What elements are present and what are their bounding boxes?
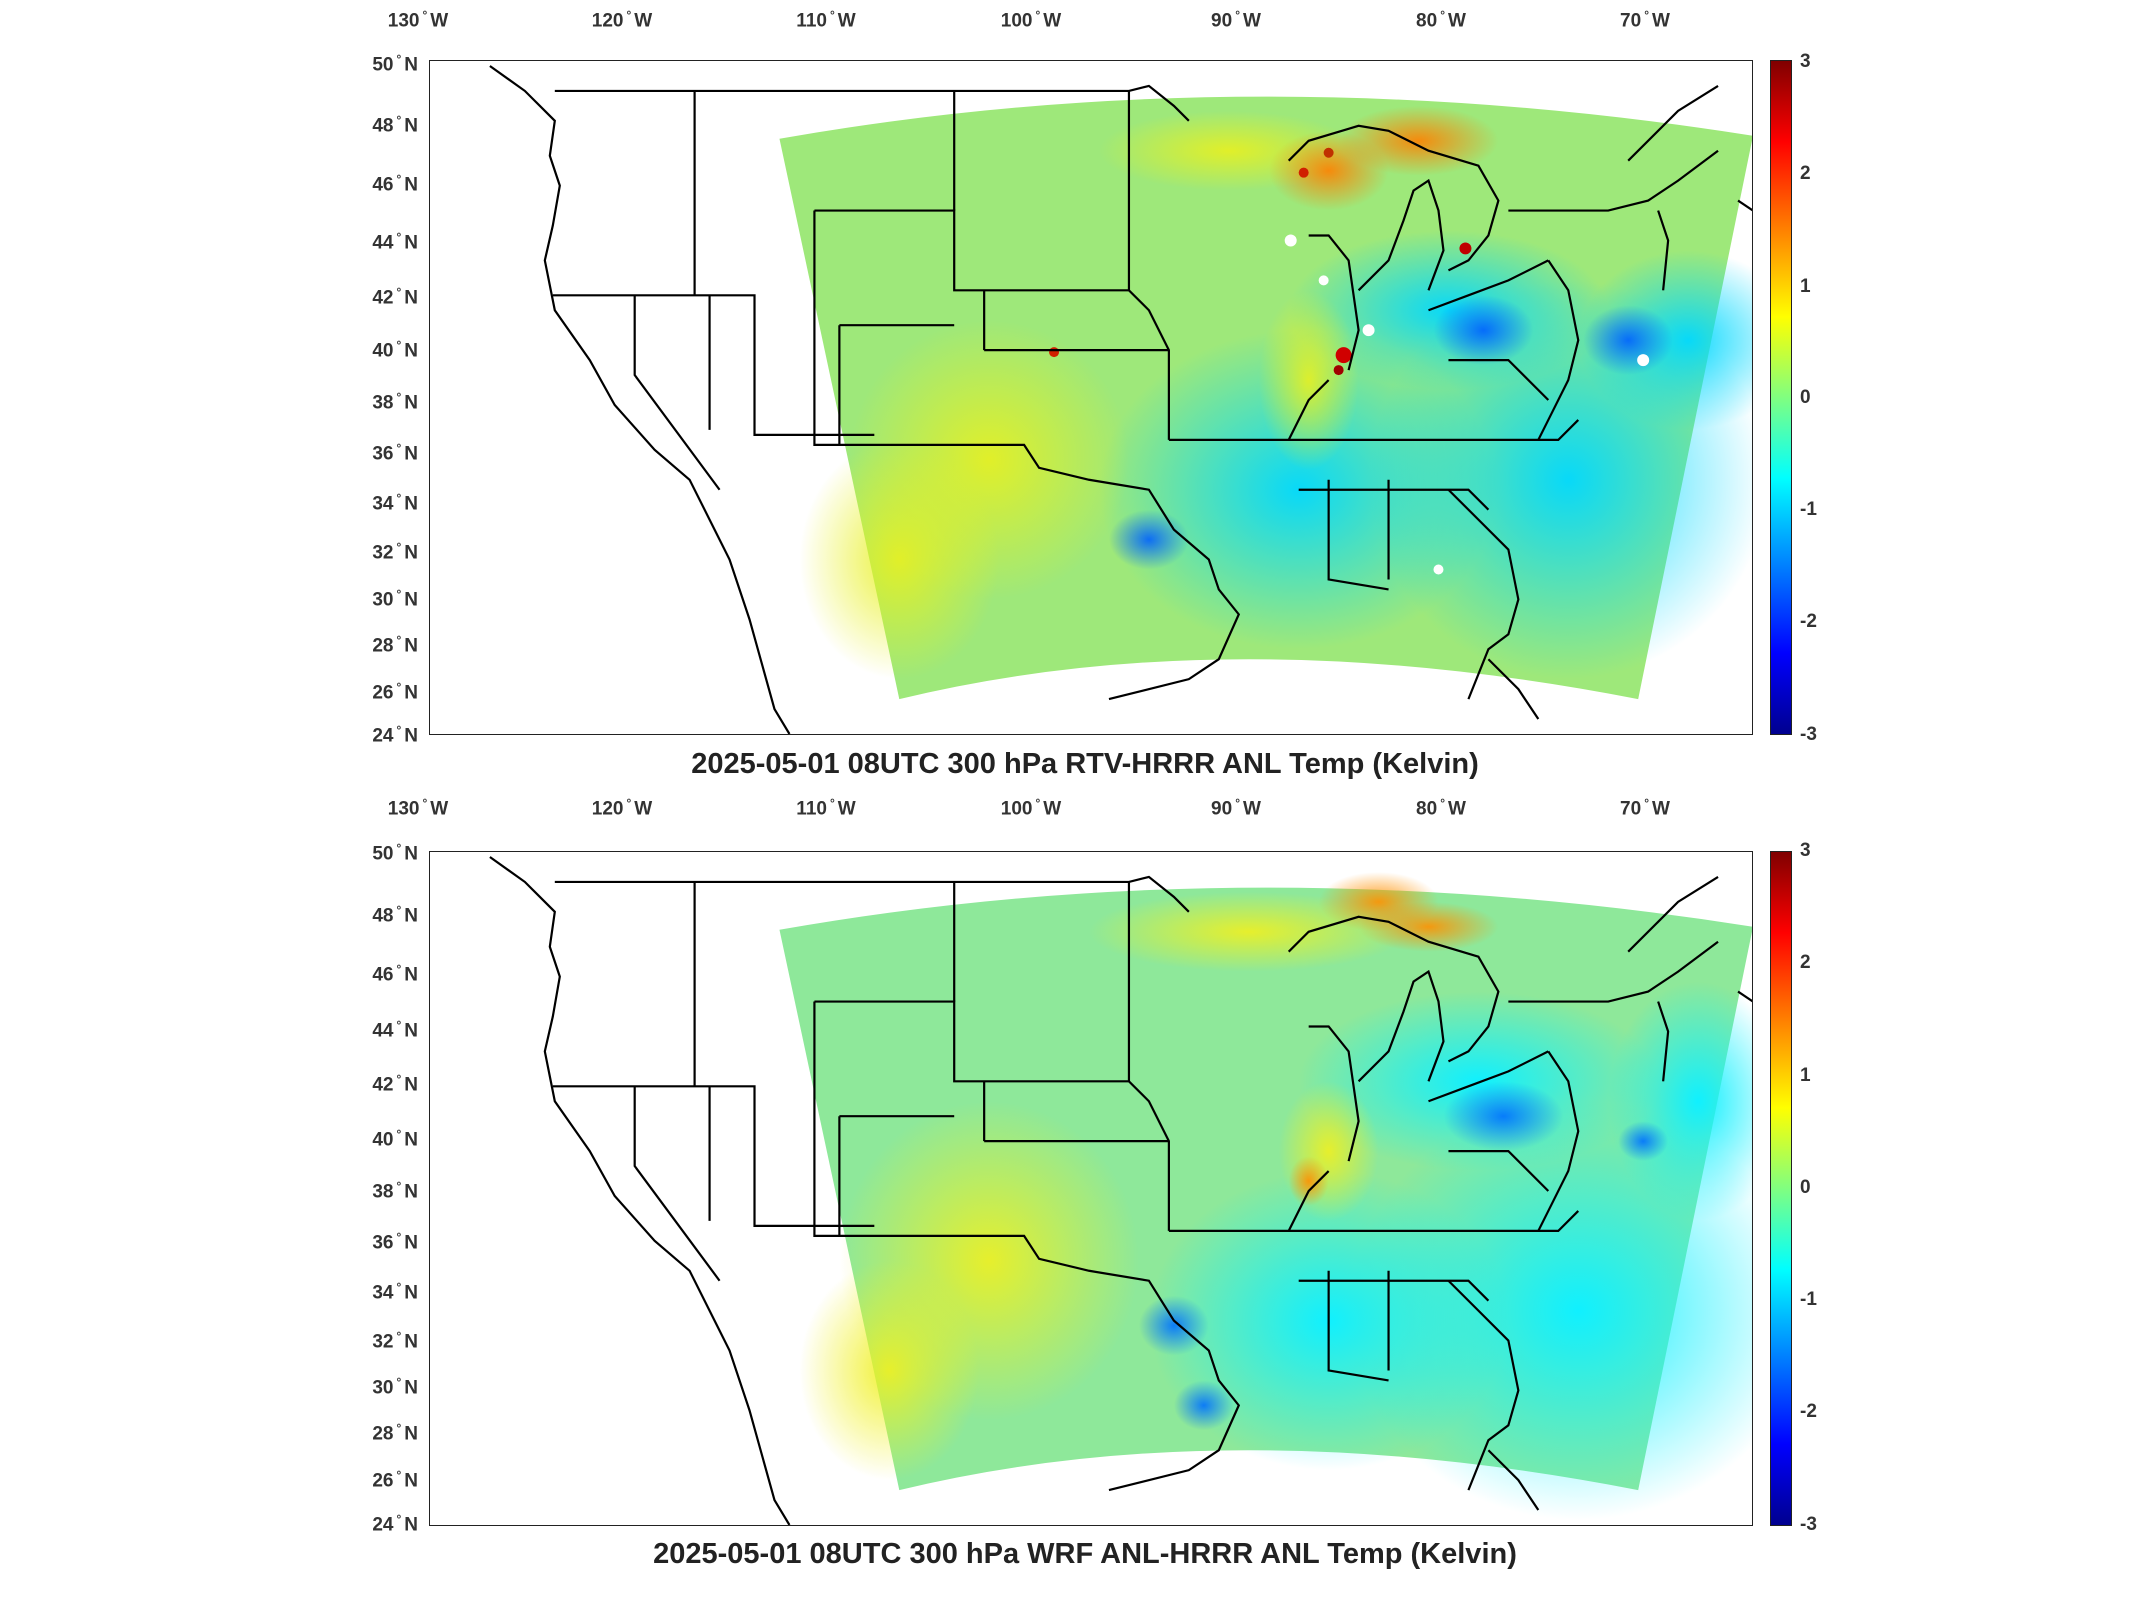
colorbar-tick-0: 0	[1800, 1177, 1811, 1198]
panel-wrf-hrrr: 130 ° W 120 ° W 110 ° W 100 ° W 90 ° W 80 ° W 70 ° W 5…	[0, 790, 2133, 1600]
lon-label-100w: 100 ° W	[1000, 8, 1062, 32]
lat-label-26n: 26 ° N	[372, 680, 418, 704]
lat-label-36n: 36 ° N	[372, 441, 418, 465]
lat-label-44n: 44 ° N	[372, 230, 418, 254]
lat-label-34n: 34 ° N	[372, 1280, 418, 1304]
lat-label-46n: 46 ° N	[372, 962, 418, 986]
colorbar-tick-2: 2	[1800, 163, 1811, 184]
lat-label-26n: 26 ° N	[372, 1468, 418, 1492]
lon-label-110w: 110 ° W	[796, 8, 856, 32]
colorbar	[1770, 851, 1792, 1526]
lat-label-38n: 38 ° N	[372, 390, 418, 414]
lat-label-32n: 32 ° N	[372, 1329, 418, 1353]
colorbar-tick-minus-3: -3	[1800, 1514, 1817, 1535]
map-area[interactable]	[429, 60, 1753, 735]
lon-label-90w: 90 ° W	[1211, 796, 1261, 820]
colorbar-tick-minus-1: -1	[1800, 499, 1817, 520]
lon-label-70w: 70 ° W	[1620, 8, 1670, 32]
panel-title: 2025-05-01 08UTC 300 hPa RTV-HRRR ANL Te…	[691, 748, 1479, 780]
lat-label-50n: 50 ° N	[372, 52, 418, 76]
boundaries-layer	[489, 65, 1752, 734]
lon-label-110w: 110 ° W	[796, 796, 856, 820]
lat-label-44n: 44 ° N	[372, 1018, 418, 1042]
lon-label-70w: 70 ° W	[1620, 796, 1670, 820]
temperature-difference-map	[489, 65, 1752, 734]
lat-label-50n: 50 ° N	[372, 841, 418, 865]
boundaries-layer	[489, 856, 1752, 1525]
colorbar-tick-minus-1: -1	[1800, 1289, 1817, 1310]
colorbar-tick-2: 2	[1800, 952, 1811, 973]
lat-label-40n: 40 ° N	[372, 338, 418, 362]
lat-label-46n: 46 ° N	[372, 172, 418, 196]
lat-label-48n: 48 ° N	[372, 903, 418, 927]
lat-label-28n: 28 ° N	[372, 633, 418, 657]
lat-label-34n: 34 ° N	[372, 491, 418, 515]
lon-label-80w: 80 ° W	[1416, 796, 1466, 820]
colorbar	[1770, 60, 1792, 735]
colorbar-tick-1: 1	[1800, 1065, 1811, 1086]
lat-label-36n: 36 ° N	[372, 1230, 418, 1254]
lat-label-32n: 32 ° N	[372, 540, 418, 564]
map-area[interactable]	[429, 851, 1753, 1526]
lat-label-38n: 38 ° N	[372, 1179, 418, 1203]
colorbar-tick-0: 0	[1800, 387, 1811, 408]
panel-rtv-hrrr: 130 ° W 120 ° W 110 ° W 100 ° W 90 ° W 80 ° W 70 ° W 5…	[0, 0, 2133, 790]
lat-label-42n: 42 ° N	[372, 1072, 418, 1096]
lat-label-24n: 24 ° N	[372, 1512, 418, 1536]
lon-label-130w: 130 ° W	[387, 796, 449, 820]
colorbar-tick-3: 3	[1800, 51, 1811, 72]
temperature-difference-map	[489, 856, 1752, 1525]
colorbar-tick-3: 3	[1800, 840, 1811, 861]
lat-label-40n: 40 ° N	[372, 1127, 418, 1151]
lon-label-80w: 80 ° W	[1416, 8, 1466, 32]
lat-label-42n: 42 ° N	[372, 285, 418, 309]
panel-title: 2025-05-01 08UTC 300 hPa WRF ANL-HRRR AN…	[653, 1538, 1517, 1570]
colorbar-tick-minus-3: -3	[1800, 724, 1817, 745]
lat-label-30n: 30 ° N	[372, 587, 418, 611]
colorbar-tick-minus-2: -2	[1800, 611, 1817, 632]
lon-label-120w: 120 ° W	[591, 8, 653, 32]
lat-label-48n: 48 ° N	[372, 113, 418, 137]
lon-label-100w: 100 ° W	[1000, 796, 1062, 820]
lon-label-90w: 90 ° W	[1211, 8, 1261, 32]
lat-label-24n: 24 ° N	[372, 723, 418, 747]
lat-label-30n: 30 ° N	[372, 1375, 418, 1399]
colorbar-tick-1: 1	[1800, 276, 1811, 297]
lat-label-28n: 28 ° N	[372, 1421, 418, 1445]
lon-label-130w: 130 ° W	[387, 8, 449, 32]
colorbar-tick-minus-2: -2	[1800, 1401, 1817, 1422]
lon-label-120w: 120 ° W	[591, 796, 653, 820]
